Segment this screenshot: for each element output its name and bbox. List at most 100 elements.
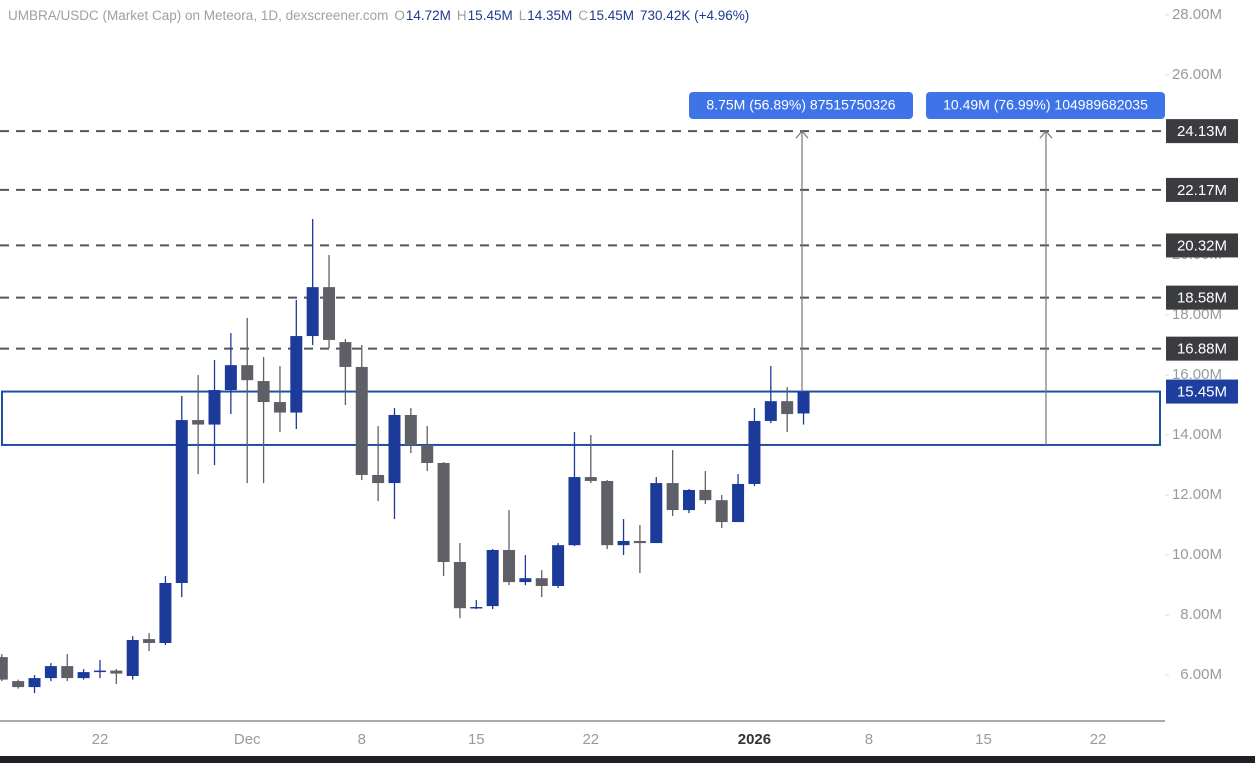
candle-body: [126, 639, 139, 676]
y-tick-label: 6.00M: [1180, 666, 1222, 683]
candle-body: [159, 582, 172, 643]
candle-body: [44, 666, 57, 679]
candle-body: [732, 483, 745, 523]
price-label-box: [1166, 285, 1238, 310]
x-tick-label: 15: [468, 731, 485, 748]
x-tick-label: 8: [358, 731, 366, 748]
candle-body: [764, 401, 777, 421]
candle-body: [797, 391, 810, 414]
candle-body: [306, 287, 319, 337]
legend-key: O: [394, 8, 405, 23]
candle-body: [748, 420, 761, 484]
bottom-bar: [0, 756, 1255, 763]
candle-body: [372, 474, 385, 484]
legend-key: L: [519, 8, 527, 23]
candle-body: [61, 666, 74, 679]
candle-body: [175, 420, 188, 583]
candle-body: [699, 489, 712, 501]
legend-value: 14.35M: [527, 8, 572, 23]
candle-body: [633, 540, 646, 544]
candle-body: [535, 578, 548, 586]
candle-body: [584, 477, 597, 481]
candle-body: [323, 287, 336, 340]
candle-body: [12, 681, 25, 688]
candle-body: [224, 365, 237, 391]
x-tick-label: 22: [1090, 731, 1107, 748]
x-tick-label: 2026: [738, 731, 771, 748]
candle-body: [552, 545, 565, 586]
y-tick-label: 14.00M: [1172, 426, 1222, 443]
legend-value: 15.45M: [468, 8, 513, 23]
candle-body: [93, 670, 106, 673]
candle-body: [355, 366, 368, 475]
price-label-box: [1166, 233, 1238, 258]
measure-label-box: [926, 92, 1165, 119]
zone-box: [1, 390, 1161, 446]
x-tick-label: 22: [92, 731, 109, 748]
candle-body: [404, 414, 417, 445]
measure-label: 10.49M (76.99%) 104989682035: [943, 97, 1148, 113]
price-label: 18.58M: [1177, 290, 1227, 307]
x-tick-label: 22: [582, 731, 599, 748]
candle-body: [519, 578, 532, 583]
candle-body: [781, 401, 794, 415]
x-tick-label: 8: [865, 731, 873, 748]
candle-body: [273, 402, 286, 413]
price-label: 16.88M: [1177, 341, 1227, 358]
y-tick-label: 26.00M: [1172, 66, 1222, 83]
candle-body: [470, 606, 483, 609]
y-tick-label: 10.00M: [1172, 546, 1222, 563]
price-label-box: [1166, 177, 1238, 202]
y-tick-label: 16.00M: [1172, 366, 1222, 383]
header-title: UMBRA/USDC (Market Cap) on Meteora, 1D, …: [8, 8, 388, 23]
measure-label-box: [689, 92, 913, 119]
candle-body: [257, 381, 270, 403]
y-tick-label: 18.00M: [1172, 306, 1222, 323]
y-tick-label: 8.00M: [1180, 606, 1222, 623]
candle-body: [143, 639, 156, 643]
candle-body: [666, 483, 679, 511]
candle-body: [0, 657, 8, 680]
candle-body: [421, 444, 434, 463]
current-price-box: [1166, 379, 1238, 404]
candle-body: [290, 336, 303, 413]
candle-body: [192, 420, 205, 425]
candle-body: [486, 549, 499, 607]
candle-body: [437, 462, 450, 562]
legend-key: H: [457, 8, 467, 23]
candle-body: [601, 480, 614, 546]
candle-body: [568, 477, 581, 546]
x-tick-label: Dec: [234, 731, 261, 748]
price-label-box: [1166, 336, 1238, 361]
candle-body: [28, 678, 41, 688]
legend-key: C: [578, 8, 588, 23]
legend-change: 730.42K (+4.96%): [640, 8, 749, 23]
candle-body: [617, 540, 630, 546]
candle-body: [682, 489, 695, 511]
candle-body: [503, 549, 516, 583]
y-tick-label: 28.00M: [1172, 6, 1222, 23]
legend-value: 14.72M: [406, 8, 451, 23]
measure-arrowhead: [1039, 130, 1053, 139]
candle-body: [77, 672, 90, 679]
price-label: 22.17M: [1177, 182, 1227, 199]
header: UMBRA/USDC (Market Cap) on Meteora, 1D, …: [8, 8, 749, 23]
candle-body: [453, 561, 466, 609]
candle-body: [241, 365, 254, 381]
current-price-label: 15.45M: [1177, 384, 1227, 401]
candle-body: [110, 670, 123, 674]
y-tick-label: 12.00M: [1172, 486, 1222, 503]
legend-value: 15.45M: [589, 8, 634, 23]
price-label: 20.32M: [1177, 237, 1227, 254]
x-tick-label: 15: [975, 731, 992, 748]
candle-body: [650, 483, 663, 544]
measure-label: 8.75M (56.89%) 87515750326: [706, 97, 895, 113]
price-label-box: [1166, 119, 1238, 144]
candle-body: [715, 500, 728, 523]
measure-arrowhead: [795, 130, 809, 139]
candle-body: [208, 390, 221, 425]
candle-body: [339, 342, 352, 367]
price-label: 24.13M: [1177, 123, 1227, 140]
candle-body: [388, 414, 401, 484]
